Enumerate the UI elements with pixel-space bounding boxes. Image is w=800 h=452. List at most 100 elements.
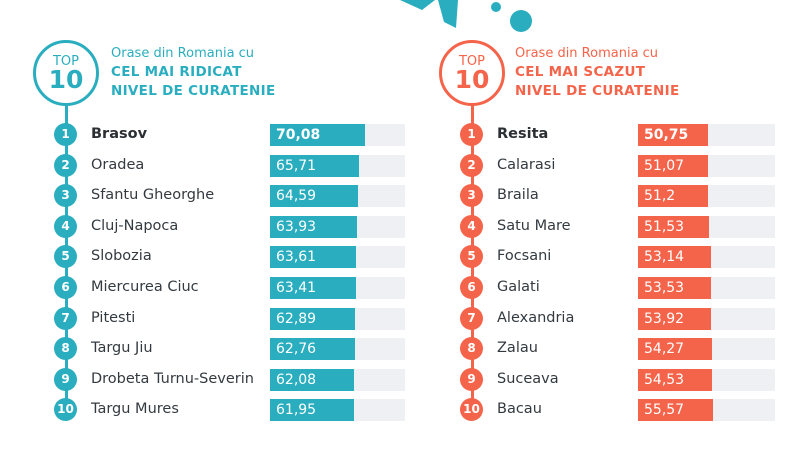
city-name: Calarasi bbox=[497, 156, 556, 173]
rank-number: 3 bbox=[54, 184, 77, 208]
city-name: Alexandria bbox=[497, 309, 575, 326]
city-name: Focsani bbox=[497, 248, 552, 265]
ranking-row: 6 Galati 53,53 bbox=[460, 276, 800, 299]
city-name: Sfantu Gheorghe bbox=[91, 187, 215, 204]
rank-number: 9 bbox=[54, 367, 77, 391]
rank-number: 1 bbox=[460, 123, 483, 146]
bar-fill: 54,27 bbox=[638, 338, 712, 361]
city-name: Drobeta Turnu-Severin bbox=[91, 370, 254, 387]
decorative-shapes bbox=[400, 0, 532, 32]
ranking-row: 1 Resita 50,75 bbox=[460, 123, 800, 146]
bar-value: 70,08 bbox=[276, 127, 321, 143]
bar-fill: 63,61 bbox=[270, 246, 357, 269]
heading-subtitle: Orase din Romania cu bbox=[515, 46, 659, 61]
bar-value: 64,59 bbox=[276, 188, 317, 205]
bar-value: 55,57 bbox=[644, 402, 685, 419]
bar-fill: 62,89 bbox=[270, 307, 356, 330]
bar-fill: 50,75 bbox=[638, 124, 708, 146]
city-name: Miercurea Ciuc bbox=[91, 279, 199, 295]
ranking-row: 10 Bacau 55,57 bbox=[460, 398, 800, 422]
top10-badge: TOP 10 bbox=[33, 40, 99, 106]
top10-cleanest-panel: TOP 10 Orase din Romania cu CEL MAI RIDI… bbox=[33, 40, 405, 422]
rank-number: 6 bbox=[460, 276, 483, 299]
bar-value: 62,89 bbox=[276, 310, 317, 327]
bar-track: 51,53 bbox=[638, 215, 775, 238]
bar-fill: 61,95 bbox=[270, 399, 355, 422]
ranking-row: 8 Targu Jiu 62,76 bbox=[54, 337, 414, 361]
rank-number: 10 bbox=[54, 398, 77, 422]
badge-number: 10 bbox=[454, 65, 490, 94]
rank-number: 8 bbox=[54, 337, 77, 361]
bar-fill: 62,08 bbox=[270, 368, 355, 391]
city-name: Braila bbox=[497, 187, 539, 204]
bar-value: 53,92 bbox=[644, 310, 685, 327]
bar-fill: 62,76 bbox=[270, 338, 356, 361]
rank-number: 3 bbox=[460, 184, 483, 208]
bar-track: 63,41 bbox=[270, 277, 405, 299]
badge-top-label: TOP bbox=[52, 54, 79, 69]
bar-value: 62,76 bbox=[276, 341, 317, 358]
heading-subtitle: Orase din Romania cu bbox=[111, 46, 255, 61]
ranking-row: 7 Pitesti 62,89 bbox=[54, 306, 414, 330]
bar-fill: 55,57 bbox=[638, 399, 714, 422]
bar-track: 54,53 bbox=[638, 368, 775, 391]
bar-value: 54,53 bbox=[644, 371, 685, 388]
bar-value: 53,53 bbox=[644, 280, 685, 296]
bar-track: 62,08 bbox=[270, 368, 405, 391]
bar-track: 53,14 bbox=[638, 246, 775, 269]
ranking-row: 7 Alexandria 53,92 bbox=[460, 306, 800, 330]
rank-number: 8 bbox=[460, 337, 483, 361]
top10-least-clean-panel: TOP 10 Orase din Romania cu CEL MAI SCAZ… bbox=[400, 0, 800, 452]
bar-fill: 70,08 bbox=[270, 124, 365, 146]
bar-track: 50,75 bbox=[638, 124, 775, 146]
ranking-row: 3 Sfantu Gheorghe 64,59 bbox=[54, 184, 414, 208]
city-name: Slobozia bbox=[91, 248, 152, 265]
bar-value: 63,93 bbox=[276, 218, 317, 235]
ranking-row: 9 Drobeta Turnu-Severin 62,08 bbox=[54, 367, 414, 391]
rank-number: 2 bbox=[54, 153, 77, 177]
ranking-row: 8 Zalau 54,27 bbox=[460, 337, 800, 361]
ranking-row: 4 Satu Mare 51,53 bbox=[460, 214, 800, 238]
bar-fill: 63,93 bbox=[270, 215, 357, 238]
ranking-row: 5 Focsani 53,14 bbox=[460, 245, 800, 269]
bar-value: 62,08 bbox=[276, 371, 317, 388]
heading-title-line1: CEL MAI SCAZUT bbox=[515, 64, 646, 80]
bar-track: 62,76 bbox=[270, 338, 405, 361]
bar-track: 63,93 bbox=[270, 215, 405, 238]
rank-number: 5 bbox=[460, 245, 483, 269]
bar-fill: 64,59 bbox=[270, 185, 358, 208]
rank-number: 7 bbox=[54, 306, 77, 330]
bar-fill: 53,92 bbox=[638, 307, 712, 330]
bar-value: 61,95 bbox=[276, 402, 317, 419]
city-name: Cluj-Napoca bbox=[91, 217, 179, 234]
rank-number: 1 bbox=[54, 123, 77, 146]
bar-value: 50,75 bbox=[644, 127, 689, 143]
rank-number: 4 bbox=[460, 214, 483, 238]
bar-track: 70,08 bbox=[270, 124, 405, 146]
bar-fill: 51,2 bbox=[638, 185, 709, 208]
bar-value: 63,61 bbox=[276, 249, 317, 266]
ranking-row: 2 Oradea 65,71 bbox=[54, 153, 414, 177]
bar-value: 51,53 bbox=[644, 218, 685, 235]
top10-badge: TOP 10 bbox=[439, 40, 505, 106]
bar-track: 64,59 bbox=[270, 185, 405, 208]
bar-fill: 53,14 bbox=[638, 246, 711, 269]
ranking-row: 3 Braila 51,2 bbox=[460, 184, 800, 208]
bar-track: 63,61 bbox=[270, 246, 405, 269]
ranking-row: 2 Calarasi 51,07 bbox=[460, 153, 800, 177]
bar-fill: 53,53 bbox=[638, 277, 711, 299]
bar-value: 63,41 bbox=[276, 280, 317, 296]
city-name: Targu Jiu bbox=[91, 340, 153, 357]
ranking-row: 10 Targu Mures 61,95 bbox=[54, 398, 414, 422]
bar-value: 54,27 bbox=[644, 341, 685, 358]
city-name: Galati bbox=[497, 279, 540, 295]
badge-top-label: TOP bbox=[458, 54, 485, 69]
bar-track: 53,92 bbox=[638, 307, 775, 330]
city-name: Oradea bbox=[91, 156, 145, 173]
badge-number: 10 bbox=[48, 65, 84, 94]
ranking-row: 5 Slobozia 63,61 bbox=[54, 245, 414, 269]
bar-track: 62,89 bbox=[270, 307, 405, 330]
heading-title-line2: NIVEL DE CURATENIE bbox=[111, 83, 276, 99]
city-name: Zalau bbox=[497, 340, 538, 357]
ranking-row: 9 Suceava 54,53 bbox=[460, 367, 800, 391]
